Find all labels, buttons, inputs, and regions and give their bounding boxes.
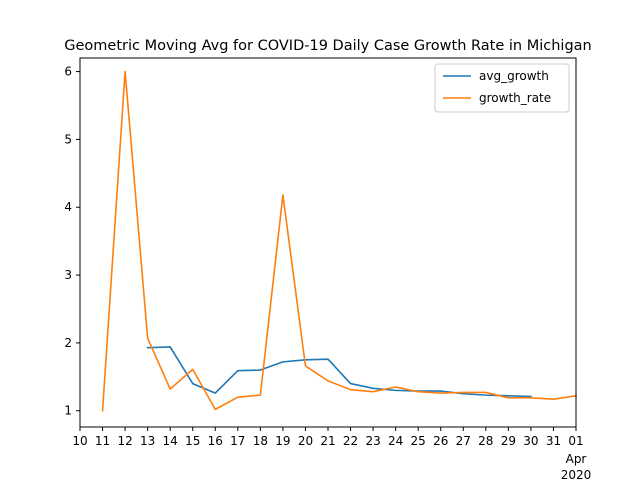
x-tick-label: 21 [320,434,335,448]
x-tick-label: 19 [275,434,290,448]
x-tick-label: 12 [117,434,132,448]
x-tick-label: 20 [298,434,313,448]
y-tick-label: 6 [64,65,72,79]
x-tick-label: 26 [433,434,448,448]
x-tick-label: 14 [163,434,178,448]
x-tick-label: 16 [208,434,223,448]
legend-label-avg_growth: avg_growth [479,69,549,83]
series-line-growth_rate [101,70,577,412]
y-tick-label: 1 [64,404,72,418]
y-tick-label: 3 [64,268,72,282]
x-tick-label: 28 [478,434,493,448]
x-tick-label: 01 [568,434,583,448]
x-tick-label: 29 [501,434,516,448]
x-tick-label: 24 [388,434,403,448]
x-tick-label: 13 [140,434,155,448]
y-tick-label: 2 [64,336,72,350]
x-tick-label: 17 [230,434,245,448]
x-tick-label: 23 [365,434,380,448]
series-line-avg_growth [146,346,532,398]
x-tick-label: 18 [253,434,268,448]
legend-label-growth_rate: growth_rate [479,91,551,105]
plot-frame [79,57,577,428]
x-tick-label: 10 [72,434,87,448]
x-tick-label: 25 [411,434,426,448]
x-tick-label: 31 [546,434,561,448]
y-tick-label: 4 [64,200,72,214]
x-tick-label: 15 [185,434,200,448]
x-tick-label: 22 [343,434,358,448]
x-year-label: 2020 [561,468,592,480]
x-month-label: Apr [566,452,587,466]
x-tick-label: 30 [523,434,538,448]
x-tick-label: 11 [95,434,110,448]
chart-title: Geometric Moving Avg for COVID-19 Daily … [64,38,591,54]
y-tick-label: 5 [64,132,72,146]
x-tick-label: 27 [456,434,471,448]
